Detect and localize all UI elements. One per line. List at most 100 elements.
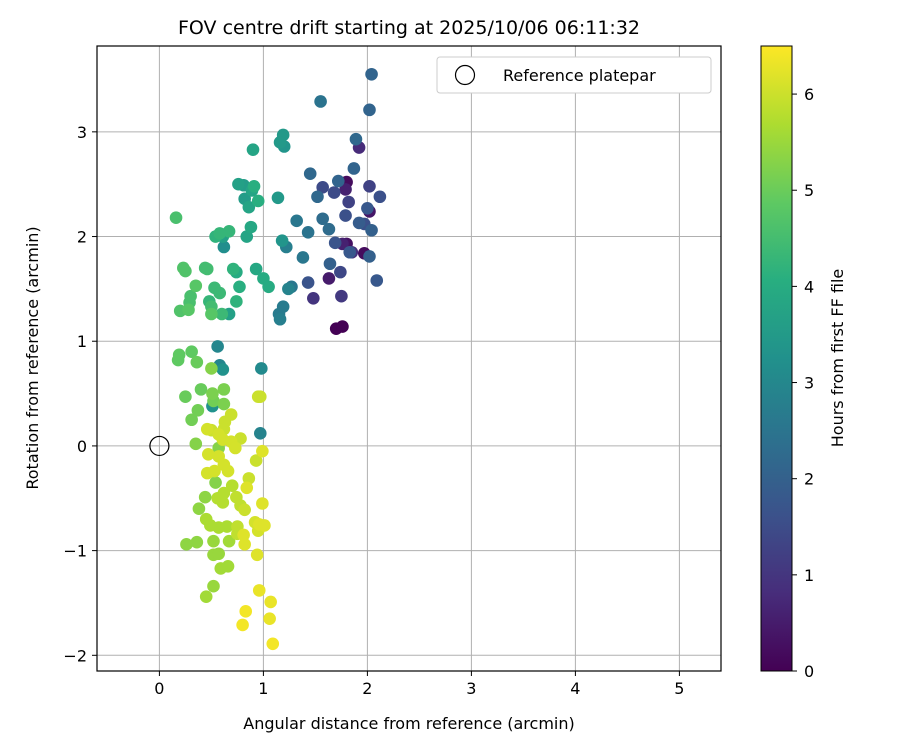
data-point: [177, 261, 190, 275]
data-point: [190, 355, 204, 369]
y-tick-label: 3: [77, 123, 87, 142]
data-point: [205, 307, 218, 321]
x-tick-label: 0: [154, 679, 164, 698]
data-point: [217, 486, 231, 500]
x-tick-label: 4: [570, 679, 580, 698]
data-point: [334, 265, 347, 279]
data-point: [190, 535, 204, 549]
data-points: [149, 67, 387, 651]
data-point: [347, 162, 361, 175]
data-point: [282, 282, 295, 296]
data-point: [263, 612, 276, 625]
data-point: [247, 179, 261, 193]
data-point: [211, 340, 224, 353]
legend-reference-marker: [454, 64, 476, 86]
data-point: [185, 345, 198, 358]
data-point: [213, 286, 227, 300]
x-tick-label: 2: [362, 679, 372, 698]
data-point: [240, 481, 254, 495]
data-point: [208, 464, 221, 478]
y-tick-label: −2: [63, 646, 87, 665]
y-tick-label: 2: [77, 228, 87, 247]
data-point: [229, 441, 242, 455]
data-point: [192, 502, 206, 516]
data-point: [331, 174, 345, 188]
grid: [97, 46, 721, 671]
data-point: [205, 362, 218, 375]
data-point: [194, 383, 208, 396]
data-point: [335, 289, 348, 303]
data-point: [238, 538, 251, 551]
data-point: [212, 547, 225, 561]
data-point: [250, 548, 264, 562]
data-point: [246, 143, 260, 156]
data-point: [206, 387, 219, 400]
data-point: [249, 454, 263, 467]
data-point: [262, 280, 275, 294]
data-point: [213, 227, 227, 240]
data-point: [323, 257, 337, 271]
data-point: [258, 519, 271, 532]
x-tick-label: 3: [466, 679, 476, 698]
data-point: [182, 303, 195, 317]
data-point: [352, 216, 366, 230]
data-point: [373, 190, 387, 204]
data-point: [253, 390, 267, 404]
data-point: [327, 186, 341, 199]
colorbar-gradient: [760, 45, 793, 672]
data-point: [221, 464, 235, 478]
legend-entry-reference: Reference platepar: [503, 66, 656, 85]
data-point: [266, 637, 280, 651]
data-point: [191, 404, 205, 417]
data-point: [249, 262, 263, 276]
data-point: [307, 292, 320, 305]
data-point: [242, 200, 256, 214]
data-point: [273, 136, 287, 149]
data-point: [365, 223, 378, 237]
data-point: [264, 595, 277, 609]
x-tick-label: 1: [258, 679, 268, 698]
data-point: [342, 195, 355, 209]
x-tick-label: 5: [674, 679, 684, 698]
data-point: [339, 183, 352, 196]
legend: Reference platepar: [436, 56, 712, 94]
data-point: [207, 534, 220, 548]
data-point: [275, 234, 289, 248]
data-point: [226, 262, 240, 276]
data-point: [198, 490, 212, 504]
x-axis-label: Angular distance from reference (arcmin): [243, 714, 574, 733]
data-point: [237, 528, 250, 542]
data-point: [273, 312, 287, 326]
colorbar-tick-label: 5: [804, 181, 814, 200]
data-point: [217, 383, 231, 396]
data-point: [244, 220, 258, 234]
data-point: [217, 397, 231, 411]
colorbar-tick-label: 4: [804, 277, 814, 296]
colorbar-tick-label: 2: [804, 470, 814, 489]
data-point: [242, 472, 256, 485]
colorbar-tick-label: 3: [804, 374, 814, 393]
data-point: [365, 67, 378, 81]
data-point: [296, 251, 310, 264]
data-point: [207, 579, 220, 593]
data-point: [316, 181, 329, 194]
data-point: [349, 132, 363, 146]
colorbar-label: Hours from first FF file: [828, 269, 847, 448]
data-point: [209, 476, 222, 489]
colorbar-tick-label: 6: [804, 85, 814, 104]
data-point: [303, 167, 317, 181]
data-point: [179, 390, 192, 404]
data-point: [322, 272, 336, 285]
data-point: [169, 211, 183, 224]
data-point: [201, 447, 215, 461]
data-point: [233, 280, 246, 294]
data-point: [322, 222, 336, 236]
plot-background: [97, 46, 721, 671]
data-point: [255, 362, 268, 375]
data-point: [222, 534, 236, 548]
data-point: [370, 274, 384, 287]
data-point: [361, 201, 374, 215]
data-point: [189, 279, 203, 293]
data-point: [238, 503, 251, 517]
y-tick-label: 0: [77, 437, 87, 456]
